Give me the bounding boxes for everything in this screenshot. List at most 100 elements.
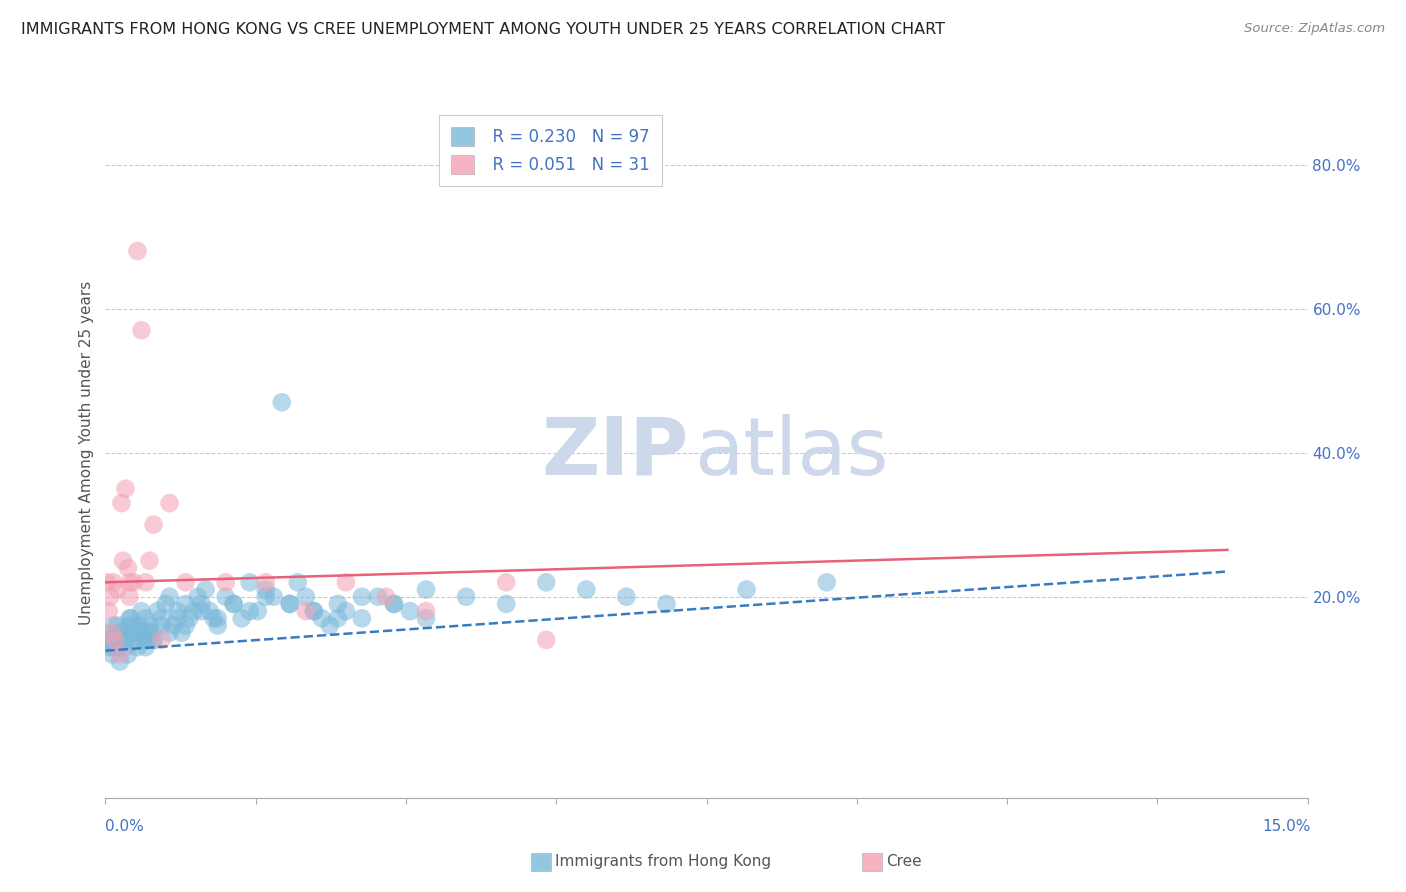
Point: [135, 640, 157, 654]
Point: [335, 604, 357, 618]
Text: Immigrants from Hong Kong: Immigrants from Hong Kong: [555, 855, 772, 869]
Point: [107, 582, 129, 597]
Point: [415, 611, 437, 625]
Point: [278, 597, 301, 611]
Point: [112, 554, 135, 568]
Point: [98, 625, 121, 640]
Text: atlas: atlas: [695, 414, 889, 491]
Point: [118, 575, 141, 590]
Point: [122, 618, 145, 632]
Point: [131, 632, 153, 647]
Point: [246, 604, 269, 618]
Point: [231, 611, 253, 625]
Point: [350, 590, 373, 604]
Point: [125, 632, 148, 647]
Point: [127, 625, 149, 640]
Point: [495, 575, 517, 590]
Point: [495, 597, 517, 611]
Legend:   R = 0.230   N = 97,   R = 0.051   N = 31: R = 0.230 N = 97, R = 0.051 N = 31: [439, 115, 662, 186]
Point: [114, 482, 136, 496]
Point: [254, 575, 277, 590]
Point: [101, 625, 124, 640]
Point: [399, 604, 422, 618]
Point: [166, 611, 188, 625]
Point: [96, 575, 118, 590]
Point: [287, 575, 309, 590]
Point: [114, 640, 136, 654]
Point: [159, 590, 181, 604]
Point: [117, 648, 139, 662]
Point: [295, 604, 318, 618]
Point: [132, 625, 155, 640]
Point: [367, 590, 389, 604]
Point: [415, 604, 437, 618]
Point: [98, 590, 121, 604]
Point: [183, 604, 205, 618]
Y-axis label: Unemployment Among Youth under 25 years: Unemployment Among Youth under 25 years: [79, 281, 94, 624]
Point: [142, 632, 165, 647]
Point: [534, 632, 557, 647]
Point: [190, 597, 212, 611]
Point: [135, 575, 157, 590]
Point: [190, 604, 212, 618]
Point: [101, 648, 124, 662]
Point: [103, 618, 125, 632]
Point: [96, 632, 118, 647]
Point: [110, 625, 132, 640]
Point: [214, 575, 236, 590]
Point: [131, 604, 153, 618]
Point: [174, 575, 197, 590]
Point: [534, 575, 557, 590]
Point: [110, 625, 132, 640]
Point: [97, 604, 120, 618]
Text: IMMIGRANTS FROM HONG KONG VS CREE UNEMPLOYMENT AMONG YOUTH UNDER 25 YEARS CORREL: IMMIGRANTS FROM HONG KONG VS CREE UNEMPL…: [21, 22, 945, 37]
Point: [142, 517, 165, 532]
Point: [97, 640, 120, 654]
Point: [127, 640, 149, 654]
Point: [107, 618, 129, 632]
Point: [138, 554, 160, 568]
Point: [103, 575, 125, 590]
Point: [239, 575, 262, 590]
Point: [136, 632, 159, 647]
Point: [655, 597, 678, 611]
Point: [198, 604, 221, 618]
Point: [302, 604, 325, 618]
Point: [456, 590, 478, 604]
Point: [350, 611, 373, 625]
Text: Source: ZipAtlas.com: Source: ZipAtlas.com: [1244, 22, 1385, 36]
Point: [104, 632, 127, 647]
Point: [326, 597, 349, 611]
Point: [295, 590, 318, 604]
Point: [202, 611, 225, 625]
Point: [616, 590, 638, 604]
Point: [122, 625, 145, 640]
Point: [142, 632, 165, 647]
Point: [112, 632, 135, 647]
Point: [120, 611, 142, 625]
Point: [159, 496, 181, 510]
Point: [146, 604, 169, 618]
Point: [159, 625, 181, 640]
Point: [122, 575, 145, 590]
Point: [335, 575, 357, 590]
Point: [735, 582, 758, 597]
Point: [815, 575, 838, 590]
Point: [150, 618, 173, 632]
Point: [222, 597, 245, 611]
Point: [207, 611, 229, 625]
Text: Cree: Cree: [886, 855, 921, 869]
Point: [382, 597, 405, 611]
Point: [108, 648, 131, 662]
Point: [270, 395, 292, 409]
Point: [194, 582, 217, 597]
Point: [135, 611, 157, 625]
Point: [98, 632, 121, 647]
Point: [127, 244, 149, 258]
Point: [263, 590, 285, 604]
Point: [382, 597, 405, 611]
Point: [117, 561, 139, 575]
Point: [104, 632, 127, 647]
Point: [254, 590, 277, 604]
Point: [103, 640, 125, 654]
